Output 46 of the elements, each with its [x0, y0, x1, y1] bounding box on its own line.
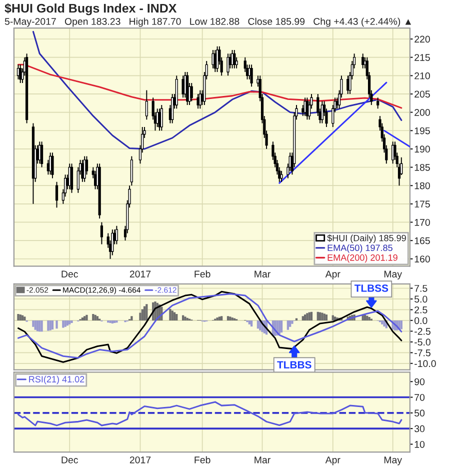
y-tick-label: 10	[414, 440, 425, 448]
y-tick-label: 185	[414, 164, 430, 171]
y-tick-label: 215	[414, 54, 430, 61]
legend-label: EMA(50) 197.85	[328, 244, 392, 253]
y-tick-label: -2.5	[414, 328, 430, 335]
y-tick-label: 50	[414, 410, 425, 417]
y-tick-label: 210	[414, 72, 430, 80]
x-tick-label: 2017	[130, 456, 151, 464]
x-tick-label: Feb	[194, 456, 210, 464]
x-tick-label: May	[384, 456, 402, 466]
y-tick-label: 30	[414, 425, 425, 432]
x-tick-label: Apr	[325, 270, 340, 280]
y-tick-label: -7.5	[414, 350, 430, 356]
x-tick-label: Apr	[325, 456, 340, 466]
y-tick-label: 7.5	[414, 285, 428, 292]
y-tick-label: -5.0	[414, 338, 430, 346]
y-tick-label: 70	[414, 394, 425, 401]
y-tick-label: 180	[414, 182, 430, 190]
y-tick-label: 160	[414, 256, 430, 262]
y-tick-label: 2.5	[414, 306, 428, 314]
annotation: TLBSS	[354, 284, 388, 292]
x-tick-label: Dec	[62, 270, 78, 278]
annotation: TLBBS	[277, 361, 312, 368]
legend-label: $HUI (Daily) 185.99	[327, 234, 406, 244]
y-tick-label: 190	[414, 146, 430, 153]
x-tick-label: Mar	[254, 270, 270, 278]
y-tick-label: 170	[414, 218, 430, 226]
y-tick-label: 90	[414, 378, 425, 386]
y-tick-label: 165	[414, 237, 430, 244]
y-tick-label: 0.0	[414, 317, 428, 324]
x-tick-label: Mar	[254, 456, 270, 464]
y-tick-label: 200	[414, 109, 430, 116]
x-tick-label: Dec	[62, 456, 78, 464]
x-tick-label: 2017	[130, 270, 151, 278]
legend-label: EMA(200) 201.19	[328, 254, 398, 263]
x-tick-label: May	[384, 270, 402, 280]
y-tick-label: -10.0	[414, 360, 436, 368]
y-tick-label: 175	[414, 200, 430, 208]
y-tick-label: 205	[414, 90, 430, 98]
x-tick-label: Feb	[194, 270, 210, 278]
y-tick-label: 5.0	[414, 296, 428, 303]
chart-subtitle: 5-May-2017 Open 183.23 High 187.70 Low 182.88 Close 185.99 Chg +4.43 (+2.44%) ▲	[4, 18, 412, 27]
y-tick-label: 220	[414, 36, 430, 43]
chart-title: $HUI Gold Bugs Index - INDX	[4, 3, 177, 16]
legend-label: RSI(21) 41.02	[29, 376, 84, 384]
y-tick-label: 195	[414, 127, 430, 134]
